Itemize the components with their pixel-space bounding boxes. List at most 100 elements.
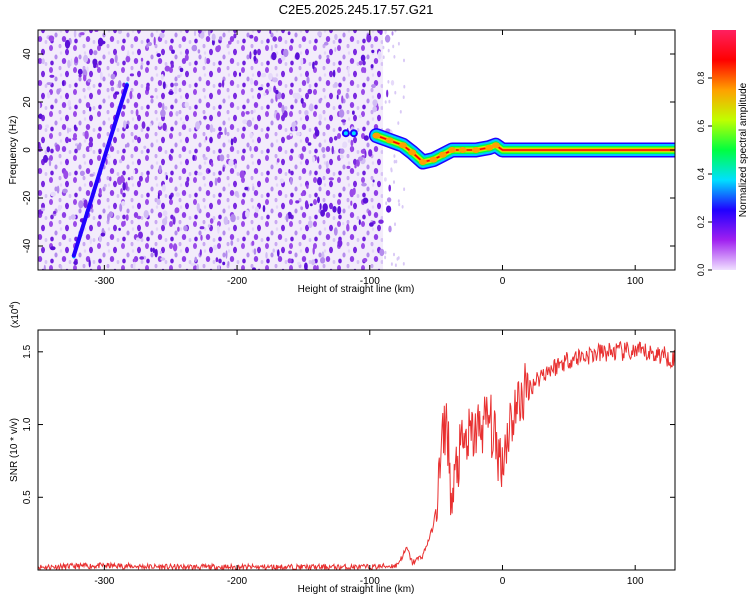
noise-blob xyxy=(292,126,296,132)
noise-blob xyxy=(158,165,162,174)
noise-blob xyxy=(358,219,361,226)
signal-bead xyxy=(491,142,500,149)
noise-blob xyxy=(73,124,77,130)
noise-blob xyxy=(125,181,128,191)
noise-blob xyxy=(384,177,387,182)
noise-blob xyxy=(150,247,153,253)
signal-bead xyxy=(418,159,427,165)
snr-x-tick-label: 0 xyxy=(500,576,506,587)
noise-speck xyxy=(394,90,397,95)
noise-blob xyxy=(153,36,156,46)
noise-blob xyxy=(319,97,323,101)
noise-blob xyxy=(38,113,43,120)
noise-blob xyxy=(288,250,292,255)
noise-speck xyxy=(384,100,387,104)
noise-blob xyxy=(276,112,280,121)
noise-blob xyxy=(283,48,289,58)
noise-blob xyxy=(295,200,300,204)
noise-blob xyxy=(257,86,264,91)
noise-blob xyxy=(98,187,102,196)
noise-blob xyxy=(222,261,226,266)
noise-blob xyxy=(309,103,314,112)
noise-blob xyxy=(379,248,385,257)
spec-y-tick-label: 40 xyxy=(22,48,33,60)
noise-blob xyxy=(67,127,69,134)
noise-speck xyxy=(382,55,385,59)
noise-blob xyxy=(275,89,279,95)
noise-blob xyxy=(197,30,202,34)
noise-blob xyxy=(133,261,136,270)
noise-blob xyxy=(356,159,360,167)
noise-blob xyxy=(186,176,190,183)
noise-blob xyxy=(120,188,123,195)
noise-blob xyxy=(67,59,71,69)
noise-blob xyxy=(215,257,219,263)
noise-blob xyxy=(172,216,176,225)
noise-blob xyxy=(317,31,322,37)
snr-y-tick-label: 1.5 xyxy=(22,344,33,358)
noise-speck xyxy=(394,263,397,268)
signal-bead xyxy=(372,132,381,139)
noise-blob xyxy=(208,169,211,173)
noise-blob xyxy=(249,77,254,85)
noise-blob xyxy=(318,113,323,121)
noise-blob xyxy=(230,214,236,223)
noise-blob xyxy=(55,144,61,152)
spec-x-tick-label: -200 xyxy=(227,276,247,287)
noise-blob xyxy=(136,237,140,242)
noise-blob xyxy=(297,261,301,266)
noise-blob xyxy=(321,146,326,153)
noise-blob xyxy=(200,234,203,241)
noise-blob xyxy=(46,91,51,99)
noise-blob xyxy=(137,30,141,34)
noise-blob xyxy=(143,145,147,149)
noise-blob xyxy=(83,54,89,63)
noise-blob xyxy=(78,200,84,209)
noise-blob xyxy=(225,250,228,259)
noise-blob xyxy=(358,60,363,66)
noise-blob xyxy=(123,220,126,226)
noise-blob xyxy=(120,175,124,183)
noise-blob xyxy=(319,203,322,210)
noise-blob xyxy=(378,219,384,224)
noise-blob xyxy=(300,206,304,211)
noise-blob xyxy=(43,154,48,163)
noise-blob xyxy=(83,199,88,209)
noise-blob xyxy=(386,89,389,98)
noise-blob xyxy=(254,206,260,213)
noise-blob xyxy=(223,216,228,226)
noise-speck xyxy=(393,159,396,164)
snr-multiplier-exp: 4 xyxy=(9,305,16,309)
noise-blob xyxy=(358,114,362,119)
noise-blob xyxy=(89,237,93,245)
noise-blob xyxy=(244,186,249,191)
noise-blob xyxy=(138,231,143,239)
noise-blob xyxy=(60,264,63,270)
noise-blob xyxy=(138,175,143,182)
colorbar-scale xyxy=(712,30,736,270)
noise-blob xyxy=(89,173,94,177)
noise-blob xyxy=(56,185,60,194)
snr-x-label: Height of straight line (km) xyxy=(298,584,415,595)
noise-blob xyxy=(292,92,299,99)
noise-speck xyxy=(392,44,395,49)
noise-blob xyxy=(168,90,174,95)
noise-blob xyxy=(350,139,354,147)
noise-blob xyxy=(333,227,338,236)
snr-series-line xyxy=(38,340,675,570)
snr-x-ticks: -300 -200 -100 0 100 xyxy=(94,330,644,587)
noise-blob xyxy=(87,78,92,83)
noise-blob xyxy=(171,49,175,54)
noise-blob xyxy=(228,40,232,45)
noise-blob xyxy=(354,164,357,169)
noise-blob xyxy=(74,56,79,64)
spectrogram-y-label: Frequency (Hz) xyxy=(8,116,19,185)
noise-blob xyxy=(245,209,250,218)
noise-blob xyxy=(122,182,126,191)
noise-blob xyxy=(338,109,345,118)
noise-blob xyxy=(77,68,83,75)
noise-blob xyxy=(287,258,292,264)
noise-blob xyxy=(57,204,62,212)
noise-blob xyxy=(190,262,196,266)
noise-scatter xyxy=(38,30,406,270)
